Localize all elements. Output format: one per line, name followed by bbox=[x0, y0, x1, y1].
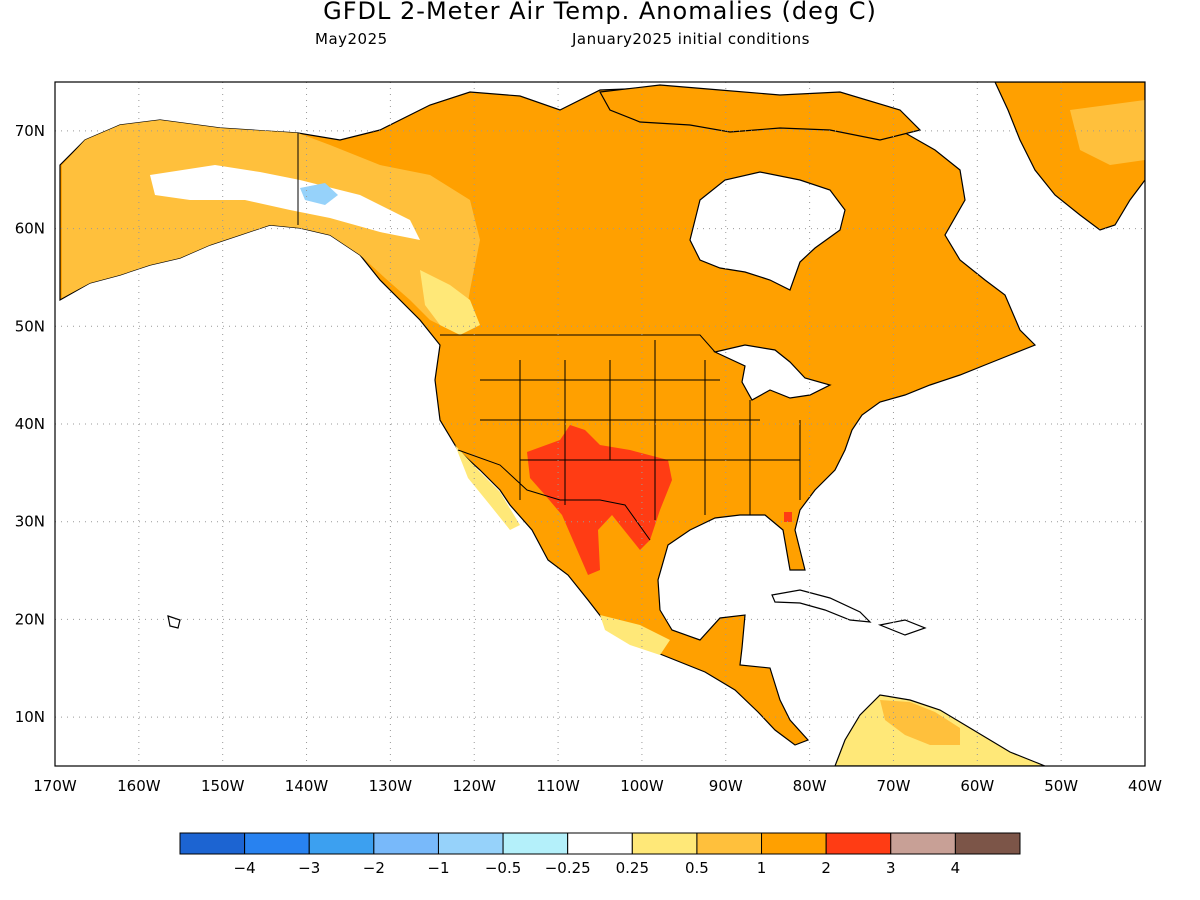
initial-conditions: January2025 initial conditions bbox=[572, 30, 810, 48]
lat-tick-label: 50N bbox=[15, 317, 45, 335]
lon-tick-label: 50W bbox=[1044, 777, 1078, 795]
colorbar-swatch bbox=[825, 832, 892, 855]
colorbar-label: 4 bbox=[951, 859, 961, 877]
lat-tick-label: 60N bbox=[15, 220, 45, 238]
colorbar-swatch bbox=[696, 832, 763, 855]
lon-tick-label: 40W bbox=[1128, 777, 1162, 795]
baja-light bbox=[455, 445, 520, 530]
lon-tick-label: 80W bbox=[793, 777, 827, 795]
colorbar-label: 1 bbox=[757, 859, 767, 877]
lon-tick-label: 90W bbox=[709, 777, 743, 795]
lat-tick-label: 30N bbox=[15, 513, 45, 531]
colorbar-swatch bbox=[437, 832, 504, 855]
lat-tick-label: 40N bbox=[15, 415, 45, 433]
colorbar-label: 0.5 bbox=[685, 859, 709, 877]
yukon-cold-spot bbox=[300, 183, 338, 205]
pacific-northwest-light bbox=[420, 270, 480, 335]
lon-tick-label: 130W bbox=[369, 777, 413, 795]
lon-tick-label: 100W bbox=[620, 777, 664, 795]
colorbar-label: −0.5 bbox=[485, 859, 521, 877]
colorbar-swatch bbox=[179, 832, 246, 855]
lat-tick-label: 70N bbox=[15, 122, 45, 140]
colorbar-label: −4 bbox=[234, 859, 256, 877]
lon-tick-label: 170W bbox=[33, 777, 77, 795]
chart-title: GFDL 2-Meter Air Temp. Anomalies (deg C) bbox=[323, 0, 877, 25]
lon-tick-label: 110W bbox=[536, 777, 580, 795]
grid-lines bbox=[55, 82, 1145, 766]
alaska-interior bbox=[150, 165, 420, 240]
lat-tick-label: 20N bbox=[15, 610, 45, 628]
lon-tick-label: 60W bbox=[960, 777, 994, 795]
longitude-axis: 170W 160W 150W 140W 130W 120W 110W 100W 90W 80W 70… bbox=[33, 777, 1162, 795]
shaded-land bbox=[59, 82, 1145, 766]
cuba bbox=[771, 589, 872, 623]
colorbar-label: −1 bbox=[427, 859, 449, 877]
colorbar-label: 2 bbox=[821, 859, 831, 877]
political-boundaries bbox=[297, 133, 801, 541]
hawaii bbox=[167, 615, 181, 629]
lon-tick-label: 140W bbox=[285, 777, 329, 795]
arctic-islands bbox=[599, 84, 922, 141]
colorbar-swatch bbox=[954, 832, 1021, 855]
lon-tick-label: 160W bbox=[117, 777, 161, 795]
colorbar-label: −3 bbox=[298, 859, 320, 877]
florida-hot-spot bbox=[784, 512, 792, 522]
colorbar-label: −0.25 bbox=[545, 859, 591, 877]
colorbar-swatch bbox=[308, 832, 375, 855]
colorbar-swatch bbox=[502, 832, 569, 855]
colorbar-label: −2 bbox=[363, 859, 385, 877]
colorbar-label: 3 bbox=[886, 859, 896, 877]
latitude-axis: 10N 20N 30N 40N 50N 60N 70N bbox=[15, 122, 45, 726]
lon-tick-label: 150W bbox=[201, 777, 245, 795]
lat-tick-label: 10N bbox=[15, 708, 45, 726]
colorbar: −4 −3 −2 −1 −0.5 −0.25 0.25 0.5 1 2 3 4 bbox=[179, 832, 1021, 877]
venezuela-warm bbox=[880, 700, 960, 745]
plot-frame bbox=[54, 81, 1146, 767]
lon-tick-label: 70W bbox=[877, 777, 911, 795]
colorbar-swatch bbox=[890, 832, 956, 855]
colorbar-swatch bbox=[761, 832, 827, 855]
hudson-bay bbox=[689, 171, 846, 291]
colorbar-swatch bbox=[567, 832, 633, 855]
colorbar-label: 0.25 bbox=[616, 859, 649, 877]
colorbar-swatch bbox=[631, 832, 698, 855]
mexico-south-light bbox=[600, 615, 670, 655]
valid-month: May2025 bbox=[315, 30, 388, 48]
colorbar-swatch bbox=[373, 832, 439, 855]
colorbar-swatch bbox=[244, 832, 310, 855]
lon-tick-label: 120W bbox=[452, 777, 496, 795]
hispaniola bbox=[877, 619, 927, 636]
greenland-light bbox=[1070, 100, 1145, 165]
